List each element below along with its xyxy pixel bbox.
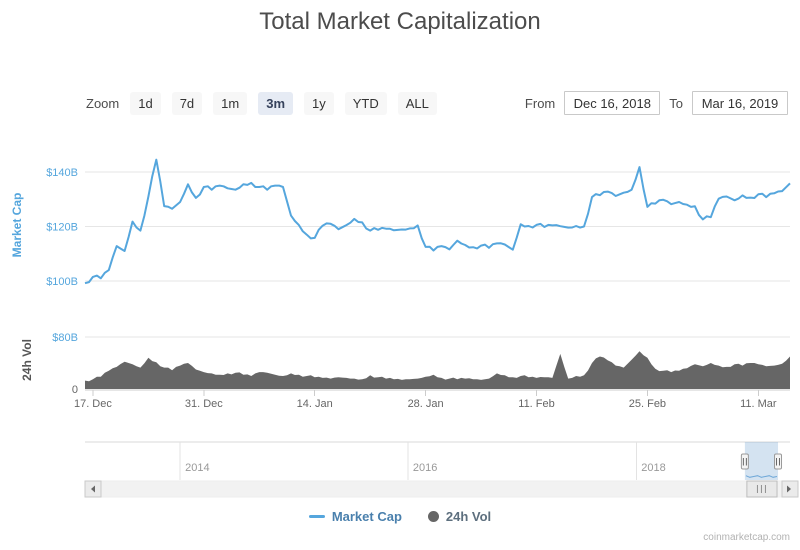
legend-label-24h-vol: 24h Vol [445, 509, 492, 524]
zoom-label: Zoom [86, 95, 120, 111]
legend-item-market-cap[interactable]: Market Cap [308, 509, 402, 524]
main-y-tick-label: $100B [46, 276, 78, 288]
scroll-left-arrow-icon [91, 485, 95, 493]
x-axis-tick-label: 31. Dec [185, 398, 223, 410]
vol-dot-marker-icon [427, 511, 439, 522]
vol-axis-title: 24h Vol [20, 339, 34, 381]
navigator-series-preview [745, 475, 778, 478]
range-selector-toolbar: Zoom 1d 7d 1m 3m 1y YTD ALL From To [86, 90, 788, 116]
zoom-button-all[interactable]: ALL [397, 91, 437, 115]
market-cap-axis-title: Market Cap [10, 193, 24, 258]
zoom-button-ytd[interactable]: YTD [344, 91, 387, 115]
main-y-tick-label: $120B [46, 222, 78, 234]
to-label: To [669, 95, 683, 111]
chart-canvas: Market Cap 24h Vol $100B $120B $140B 0 $80B 1… [10, 158, 799, 498]
zoom-button-1y[interactable]: 1y [304, 91, 334, 115]
navigator-year-label: 2014 [185, 462, 209, 474]
zoom-button-group: Zoom 1d 7d 1m 3m 1y YTD ALL [86, 91, 437, 115]
x-axis-tick-label: 28. Jan [408, 398, 444, 410]
navigator-selected-range[interactable] [744, 442, 779, 480]
navigator-year-label: 2016 [413, 462, 437, 474]
zoom-button-1d[interactable]: 1d [130, 91, 161, 115]
main-y-tick-label: $140B [46, 167, 78, 179]
to-date-input[interactable] [692, 91, 788, 115]
chart-legend: Market Cap 24h Vol [0, 509, 800, 524]
x-axis-tick-label: 11. Mar [740, 398, 777, 410]
credits-link[interactable]: coinmarketcap.com [703, 532, 790, 543]
legend-item-24h-vol[interactable]: 24h Vol [427, 509, 492, 524]
navigator-year-label: 2018 [641, 462, 665, 474]
zoom-button-3m[interactable]: 3m [258, 91, 294, 115]
x-axis-tick-label: 11. Feb [518, 398, 555, 410]
vol-y-tick-label: $80B [52, 332, 78, 344]
x-axis-tick-label: 14. Jan [297, 398, 333, 410]
market-cap-line-marker-icon [308, 515, 325, 518]
scrollbar-track[interactable] [100, 480, 783, 498]
x-axis-tick-label: 17. Dec [74, 398, 112, 410]
volume-series-area[interactable] [85, 351, 790, 389]
zoom-buttons: 1d 7d 1m 3m 1y YTD ALL [119, 91, 437, 115]
navigator-handle-left[interactable] [740, 453, 749, 470]
date-range-group: From To [525, 91, 788, 115]
x-axis-tick-label: 25. Feb [629, 398, 666, 410]
legend-label-market-cap: Market Cap [331, 509, 402, 524]
market-cap-series-line[interactable] [84, 158, 791, 285]
from-date-input[interactable] [564, 91, 661, 115]
zoom-button-1m[interactable]: 1m [213, 91, 248, 115]
page-title: Total Market Capitalization [259, 8, 541, 35]
vol-y-tick-label: 0 [72, 384, 78, 396]
scroll-right-arrow-icon [787, 485, 791, 493]
zoom-button-7d[interactable]: 7d [171, 91, 203, 115]
navigator-handle-right[interactable] [774, 453, 783, 470]
from-label: From [524, 95, 556, 111]
